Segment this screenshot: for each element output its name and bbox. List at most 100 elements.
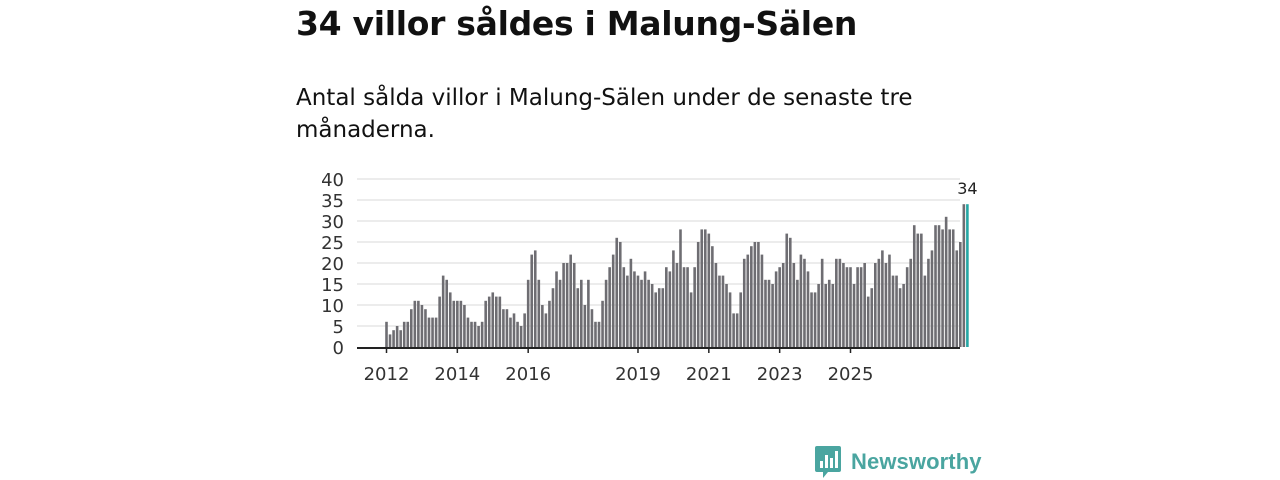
bar — [477, 326, 480, 347]
bar — [934, 225, 937, 347]
bar — [587, 279, 590, 347]
bar — [420, 305, 424, 347]
bar — [473, 321, 477, 347]
bar — [810, 292, 813, 347]
bar — [877, 258, 881, 347]
bar — [803, 258, 806, 347]
bar — [831, 284, 835, 347]
bar — [565, 263, 569, 347]
bar — [955, 250, 959, 347]
bar — [413, 300, 417, 347]
bar — [431, 317, 434, 347]
bar — [827, 279, 831, 347]
bar — [406, 321, 410, 347]
bar — [703, 229, 707, 347]
y-tick-label: 20 — [321, 254, 344, 275]
x-tick-label: 2014 — [434, 364, 480, 385]
bar — [951, 229, 955, 347]
bar — [838, 258, 842, 347]
x-tick-label: 2025 — [828, 364, 874, 385]
bar — [721, 275, 725, 347]
bar — [711, 246, 714, 347]
bar — [767, 279, 771, 347]
bar — [771, 284, 774, 347]
bar — [930, 250, 934, 347]
bar — [820, 258, 824, 347]
bar — [863, 263, 866, 347]
bar — [859, 267, 863, 347]
bar — [569, 254, 572, 347]
bar — [427, 317, 431, 347]
bar — [728, 292, 732, 347]
bar — [597, 321, 601, 347]
bar — [746, 254, 750, 347]
bar — [792, 263, 796, 347]
bar — [742, 258, 746, 347]
bar — [686, 267, 689, 347]
bar — [498, 296, 502, 347]
bar — [785, 233, 789, 347]
x-tick-label: 2021 — [686, 364, 732, 385]
brand-name: Newsworthy — [851, 449, 982, 474]
bar — [682, 267, 686, 347]
bar — [438, 296, 441, 347]
bar — [466, 317, 470, 347]
bar — [852, 284, 856, 347]
bar — [912, 225, 916, 347]
bar — [905, 267, 909, 347]
bar — [732, 313, 735, 347]
bar — [760, 254, 764, 347]
bar — [441, 275, 445, 347]
bar — [668, 271, 672, 347]
bar — [385, 321, 388, 347]
bar — [693, 267, 696, 347]
bar — [707, 233, 711, 347]
bar — [920, 233, 923, 347]
bar — [448, 292, 452, 347]
bar — [618, 242, 622, 347]
bar — [888, 254, 891, 347]
bar — [813, 292, 817, 347]
bar — [874, 263, 877, 347]
bar-chart-logo-icon — [815, 446, 841, 478]
bar — [884, 263, 888, 347]
bar — [434, 317, 438, 347]
bar — [523, 313, 526, 347]
bar — [395, 326, 399, 347]
bar — [533, 250, 537, 347]
bar — [654, 292, 657, 347]
x-tick-label: 2023 — [757, 364, 803, 385]
bar — [633, 271, 636, 347]
bar — [519, 326, 523, 347]
y-tick-label: 5 — [333, 317, 344, 338]
bar — [445, 279, 449, 347]
bar — [583, 305, 587, 347]
bar — [604, 279, 608, 347]
bar — [870, 288, 874, 347]
bar — [788, 237, 792, 347]
bar — [512, 313, 516, 347]
bar — [948, 229, 951, 347]
bar — [849, 267, 852, 347]
bar — [856, 267, 859, 347]
bar — [484, 300, 487, 347]
bar — [551, 288, 555, 347]
chart-title: 34 villor såldes i Malung-Sälen — [296, 4, 858, 43]
bar — [774, 271, 778, 347]
bar — [601, 300, 604, 347]
bar — [959, 242, 962, 347]
bar — [388, 334, 392, 347]
bar — [806, 271, 810, 347]
bar — [590, 309, 594, 347]
bar — [636, 275, 640, 347]
y-tick-label: 15 — [321, 275, 344, 296]
bar — [530, 254, 534, 347]
bar — [778, 267, 781, 347]
bar — [714, 263, 718, 347]
bar — [842, 263, 845, 347]
x-axis-ticks: 2012 2014 2016 2019 2021 2023 2025 — [364, 348, 874, 385]
y-tick-label: 40 — [321, 170, 344, 191]
bar — [399, 330, 402, 347]
